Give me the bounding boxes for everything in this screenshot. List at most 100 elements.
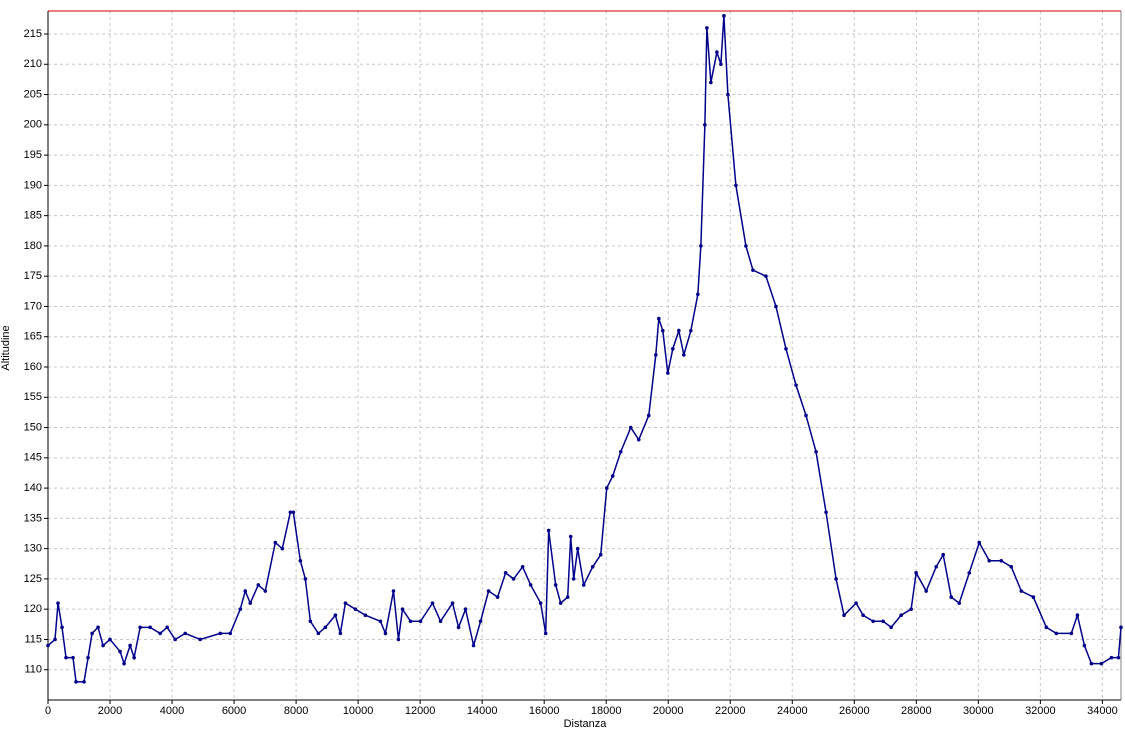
point [122, 661, 126, 666]
x-tick-label: 22000 [715, 705, 746, 717]
point [438, 619, 443, 624]
point [132, 655, 136, 660]
point [744, 244, 748, 248]
point [238, 607, 243, 611]
point [722, 14, 726, 18]
point [456, 625, 461, 630]
y-tick-label: 155 [24, 391, 42, 403]
point [941, 552, 945, 557]
point [543, 631, 548, 636]
point [774, 304, 778, 309]
point [391, 589, 396, 593]
x-tick-label: 28000 [901, 705, 932, 717]
point [56, 601, 60, 605]
point [751, 268, 755, 272]
point [709, 80, 713, 85]
y-tick-label: 190 [24, 179, 42, 191]
point [699, 244, 703, 248]
point [604, 486, 609, 490]
point [128, 643, 132, 648]
point [934, 565, 938, 569]
point [528, 583, 533, 587]
y-tick-label: 205 [24, 88, 42, 100]
point [581, 583, 586, 587]
y-tick-label: 150 [24, 421, 42, 433]
x-tick-label: 10000 [343, 705, 374, 717]
point [1044, 625, 1049, 630]
point [463, 607, 468, 611]
point [598, 552, 603, 557]
x-tick-label: 6000 [222, 705, 246, 717]
point [511, 577, 516, 581]
point [148, 625, 152, 630]
point [138, 625, 142, 630]
x-axis-label: Distanza [564, 718, 608, 730]
point [538, 601, 543, 605]
point [53, 637, 57, 642]
point [677, 328, 681, 333]
point [575, 546, 580, 551]
point [101, 643, 105, 648]
point [248, 601, 253, 605]
point [1109, 655, 1114, 660]
point [881, 619, 885, 624]
point [653, 353, 658, 357]
point [323, 625, 328, 630]
point [987, 558, 992, 563]
point [343, 601, 348, 605]
y-tick-label: 215 [24, 28, 42, 40]
x-tick-label: 0 [45, 705, 51, 717]
point [396, 637, 401, 642]
y-tick-label: 165 [24, 331, 42, 343]
x-tick-label: 14000 [467, 705, 498, 717]
point [408, 619, 413, 624]
point [183, 631, 187, 636]
point [1031, 595, 1036, 599]
point [108, 637, 112, 642]
point [198, 637, 203, 642]
point [705, 26, 709, 30]
point [243, 589, 248, 593]
point [1099, 661, 1104, 666]
point [1054, 631, 1059, 636]
x-tick-label: 16000 [529, 705, 560, 717]
point [957, 601, 962, 605]
point [1069, 631, 1074, 636]
x-tick-label: 8000 [284, 705, 308, 717]
point [661, 328, 665, 333]
point [734, 183, 738, 188]
point [173, 637, 177, 642]
point [571, 577, 576, 581]
point [568, 534, 573, 539]
point [871, 619, 875, 624]
point [861, 613, 865, 618]
point [590, 565, 595, 569]
point [1116, 655, 1121, 660]
point [899, 613, 903, 618]
point [1075, 613, 1080, 618]
point [618, 449, 623, 454]
point [450, 601, 455, 605]
point [824, 510, 828, 515]
point [495, 595, 500, 599]
point [280, 546, 285, 551]
point [671, 347, 675, 351]
y-tick-label: 110 [24, 664, 42, 676]
point [86, 655, 90, 660]
point [628, 425, 633, 430]
point [719, 62, 723, 67]
line [47, 15, 1122, 683]
point [682, 353, 686, 357]
point [228, 631, 233, 636]
y-tick-label: 210 [24, 58, 42, 70]
point [689, 328, 693, 333]
point [64, 655, 68, 660]
point [60, 625, 64, 630]
point [218, 631, 223, 636]
point [503, 571, 508, 575]
point [703, 123, 707, 127]
y-tick-label: 175 [24, 270, 42, 282]
y-tick-label: 125 [24, 573, 42, 585]
point [1089, 661, 1094, 666]
point [924, 589, 928, 593]
